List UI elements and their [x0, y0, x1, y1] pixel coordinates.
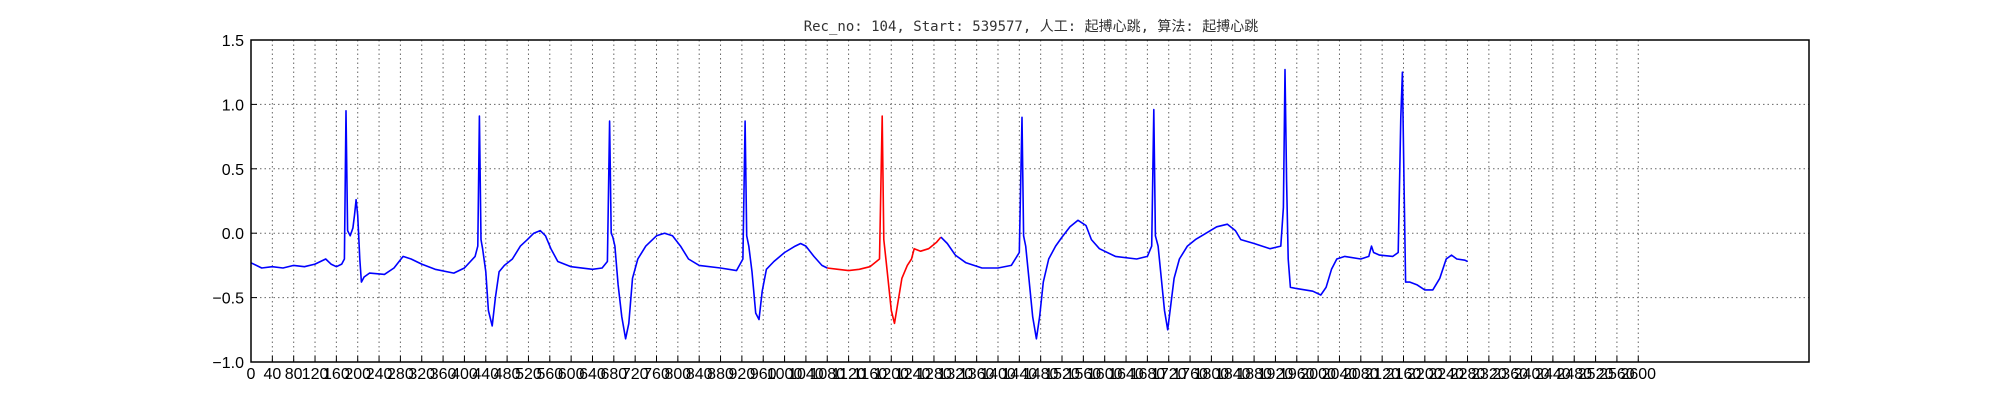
x-tick-label: 280: [387, 366, 414, 383]
x-tick-label: 1520: [1044, 366, 1080, 383]
x-tick-label: 1320: [938, 366, 974, 383]
x-tick-label: 2120: [1364, 366, 1400, 383]
x-tick-label: 560: [536, 366, 563, 383]
x-tick-label: 440: [472, 366, 499, 383]
x-tick-label: 1880: [1236, 366, 1272, 383]
x-tick-label: 1360: [959, 366, 995, 383]
x-tick-label: 720: [622, 366, 649, 383]
x-tick-label: 1440: [1002, 366, 1038, 383]
x-tick-label: 1760: [1172, 366, 1208, 383]
x-tick-label: 1000: [767, 366, 803, 383]
x-gridlines: [271, 40, 1639, 362]
plot-frame: [250, 39, 1810, 363]
y-tick-label: −0.5: [212, 291, 244, 308]
x-tick-label: 1920: [1258, 366, 1294, 383]
x-tick-label: 800: [664, 366, 691, 383]
x-tick-label: 1240: [895, 366, 931, 383]
x-tick-label: 600: [558, 366, 585, 383]
y-tick-label: 1.0: [222, 97, 244, 114]
x-tick-label: 1480: [1023, 366, 1059, 383]
x-tick-label: 1080: [809, 366, 845, 383]
x-tick-label: 1960: [1279, 366, 1315, 383]
x-tick-label: 960: [750, 366, 777, 383]
x-tick-label: 40: [263, 366, 281, 383]
x-axis: 0 40 80 12016020024028032036040044048052056…: [247, 356, 1656, 383]
x-tick-label: 1560: [1066, 366, 1102, 383]
y-axis: 1.5 1.0 0.5 0.0 −0.5 −1.0: [212, 33, 257, 372]
x-tick-label: 2440: [1535, 366, 1571, 383]
x-tick-label: 640: [579, 366, 606, 383]
x-tick-label: 1120: [831, 366, 866, 383]
x-tick-label: 2400: [1514, 366, 1550, 383]
x-tick-label: 880: [707, 366, 734, 383]
x-tick-label: 80: [285, 366, 303, 383]
x-tick-label: 2520: [1578, 366, 1614, 383]
y-tick-label: 0.5: [222, 162, 244, 179]
x-tick-label: 2040: [1322, 366, 1358, 383]
x-tick-label: 120: [302, 366, 329, 383]
x-tick-label: 200: [344, 366, 371, 383]
x-tick-label: 1040: [788, 366, 824, 383]
x-tick-label: 1640: [1108, 366, 1144, 383]
x-tick-label: 2360: [1492, 366, 1528, 383]
x-tick-label: 480: [494, 366, 521, 383]
x-tick-label: 760: [643, 366, 670, 383]
x-tick-label: 1400: [980, 366, 1016, 383]
x-tick-label: 1280: [916, 366, 952, 383]
ecg-trace: [250, 68, 1468, 340]
x-tick-label: 2200: [1407, 366, 1443, 383]
ecg-segment-3: [940, 68, 1468, 340]
x-tick-label: 2560: [1599, 366, 1635, 383]
y-tick-label: 0.0: [222, 226, 244, 243]
y-tick-label: 1.5: [222, 33, 244, 50]
x-tick-label: 360: [430, 366, 457, 383]
x-tick-label: 160: [323, 366, 350, 383]
x-tick-label: 2480: [1556, 366, 1592, 383]
x-tick-label: 1800: [1194, 366, 1230, 383]
chart-title: Rec_no: 104, Start: 539577, 人工: 起搏心跳, 算法…: [804, 18, 1259, 35]
x-tick-label: 1840: [1215, 366, 1251, 383]
x-tick-label: 920: [729, 366, 756, 383]
x-tick-label: 2320: [1471, 366, 1507, 383]
x-tick-label: 2280: [1450, 366, 1486, 383]
x-tick-label: 2000: [1300, 366, 1336, 383]
x-tick-label: 0: [247, 366, 256, 383]
x-tick-label: 520: [515, 366, 542, 383]
y-tick-label: −1.0: [212, 355, 244, 372]
x-tick-label: 1160: [853, 366, 888, 383]
x-tick-label: 1200: [873, 366, 909, 383]
x-tick-label: 320: [408, 366, 435, 383]
x-tick-label: 1680: [1130, 366, 1166, 383]
ecg-segment-1: [250, 110, 828, 340]
x-tick-label: 840: [686, 366, 713, 383]
x-tick-label: 2080: [1343, 366, 1379, 383]
x-tick-label: 680: [600, 366, 627, 383]
x-tick-label: 240: [366, 366, 393, 383]
x-tick-label: 1720: [1151, 366, 1187, 383]
x-tick-label: 2240: [1428, 366, 1464, 383]
x-tick-label: 400: [451, 366, 478, 383]
ecg-segment-2: [827, 115, 942, 325]
x-tick-label: 2160: [1386, 366, 1422, 383]
x-tick-label: 2600: [1620, 366, 1656, 383]
x-tick-label: 1600: [1087, 366, 1123, 383]
